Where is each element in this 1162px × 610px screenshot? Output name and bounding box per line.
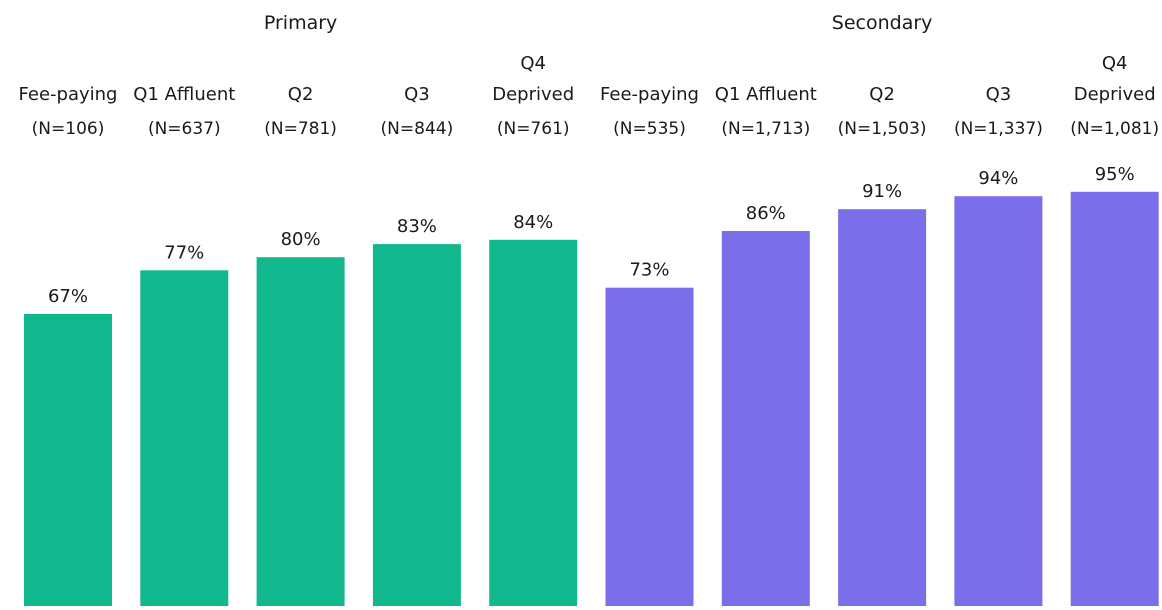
sample-size-label: (N=1,081) (1070, 119, 1159, 139)
data-label: 80% (281, 229, 321, 250)
sample-size-label: (N=761) (497, 119, 570, 139)
bar-group-item: 91% Q2 (N=1,503) (838, 84, 927, 606)
data-label: 95% (1095, 164, 1135, 185)
bar-group-item: 77% Q1 Affluent (N=637) (133, 84, 235, 606)
sample-size-label: (N=106) (32, 119, 105, 139)
bar-group-item: 95% Q4 Deprived (N=1,081) (1070, 53, 1159, 607)
bar-group-item: 73% Fee-paying (N=535) (600, 84, 699, 606)
category-label: Deprived (1074, 84, 1156, 105)
bar (1070, 191, 1159, 607)
data-label: 73% (629, 260, 669, 281)
bar (605, 287, 694, 606)
data-label: 91% (862, 181, 902, 202)
bar-group-item: 67% Fee-paying (N=106) (19, 84, 118, 606)
sample-size-label: (N=535) (613, 119, 686, 139)
bar-group-item: 84% Q4 Deprived (N=761) (489, 53, 578, 607)
category-label: Q4 (1102, 53, 1128, 74)
group-label: Secondary (832, 12, 933, 34)
sample-size-label: (N=637) (148, 119, 221, 139)
category-label: Q1 Affluent (715, 84, 817, 105)
category-label: Q2 (288, 84, 314, 105)
category-label: Deprived (492, 84, 574, 105)
sample-size-label: (N=1,337) (954, 119, 1043, 139)
bar (489, 239, 578, 607)
bar-group-item: 80% Q2 (N=781) (256, 84, 345, 606)
bar (954, 196, 1043, 606)
category-label: Fee-paying (19, 84, 118, 105)
sample-size-label: (N=1,503) (838, 119, 927, 139)
bar (256, 257, 345, 606)
sample-size-label: (N=844) (381, 119, 454, 139)
data-label: 83% (397, 216, 437, 237)
bar (372, 244, 461, 606)
bar-group-item: 83% Q3 (N=844) (372, 84, 461, 606)
category-label: Q4 (520, 53, 546, 74)
data-label: 77% (164, 242, 204, 263)
data-label: 94% (978, 168, 1018, 189)
category-label: Q2 (869, 84, 895, 105)
sample-size-label: (N=781) (264, 119, 337, 139)
category-label: Q3 (404, 84, 430, 105)
group-label: Primary (264, 12, 337, 34)
category-label: Q3 (986, 84, 1012, 105)
bar (140, 270, 229, 606)
data-label: 86% (746, 203, 786, 224)
data-label: 67% (48, 286, 88, 307)
bar-group-item: 86% Q1 Affluent (N=1,713) (715, 84, 817, 606)
data-label: 84% (513, 212, 553, 233)
bar (838, 209, 927, 606)
bar-group-item: 94% Q3 (N=1,337) (954, 84, 1043, 606)
category-label: Fee-paying (600, 84, 699, 105)
sample-size-label: (N=1,713) (721, 119, 810, 139)
bar (24, 313, 112, 606)
category-label: Q1 Affluent (133, 84, 235, 105)
bar (721, 231, 810, 606)
